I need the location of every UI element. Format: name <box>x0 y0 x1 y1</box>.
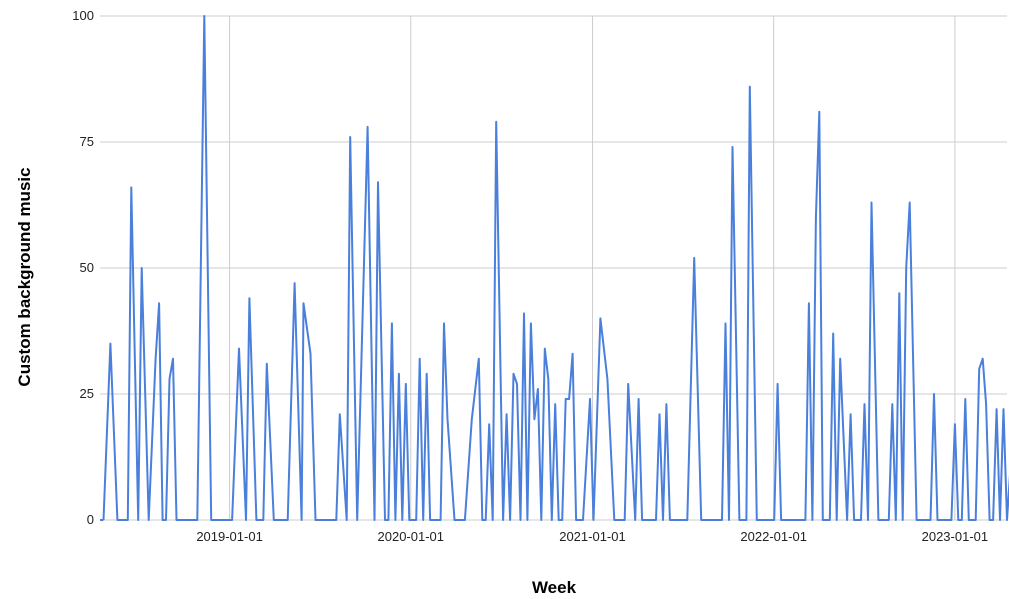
series-layer <box>100 15 1009 521</box>
tick-labels: 0 25 50 75 100 2019-01-01 2020-01-01 2021-01-01… <box>72 8 988 544</box>
x-axis-title: Week <box>532 578 577 597</box>
y-tick-label: 75 <box>80 134 94 149</box>
series-line <box>102 15 1009 521</box>
y-tick-label: 0 <box>87 512 94 527</box>
y-tick-label: 25 <box>80 386 94 401</box>
x-tick-label: 2023-01-01 <box>922 529 989 544</box>
y-tick-label: 50 <box>80 260 94 275</box>
x-tick-label: 2019-01-01 <box>196 529 263 544</box>
y-axis-title: Custom background music <box>15 167 34 386</box>
x-tick-label: 2020-01-01 <box>378 529 445 544</box>
y-tick-label: 100 <box>72 8 94 23</box>
x-tick-label: 2022-01-01 <box>740 529 807 544</box>
x-tick-label: 2021-01-01 <box>559 529 626 544</box>
